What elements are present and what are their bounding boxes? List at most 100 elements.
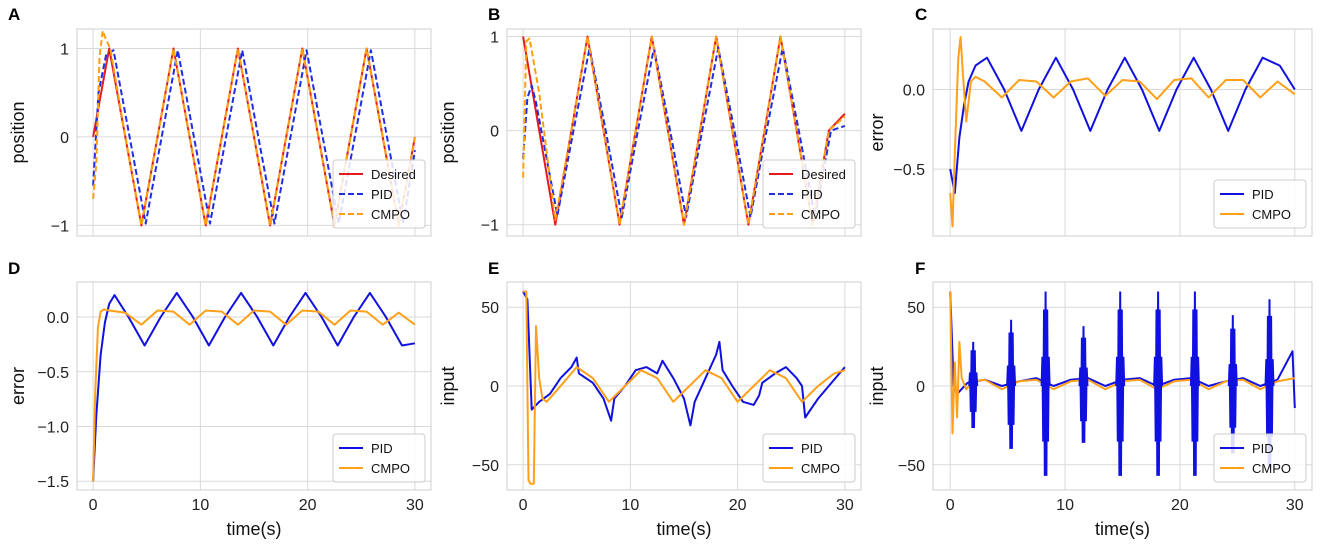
legend-frame <box>1213 433 1307 483</box>
legend-label: CMPO <box>371 207 410 222</box>
series-pid-line <box>522 46 846 219</box>
pid-burst <box>1227 315 1238 454</box>
panel-d: −1.5 −1.0 −0.5 0.0 0 10 20 30 error time(s) D PID CM… <box>8 259 432 539</box>
x-tick-label: 0 <box>89 497 98 514</box>
y-tick-label: −1 <box>481 218 499 235</box>
legend-label: PID <box>1252 441 1274 456</box>
plot-area <box>522 290 846 485</box>
pid-burst <box>1153 291 1164 476</box>
legend-label: CMPO <box>801 461 840 476</box>
pid-burst <box>968 341 979 429</box>
panel-letter: C <box>915 5 927 24</box>
y-tick-label: 1 <box>60 41 69 58</box>
y-tick-label: −50 <box>472 458 499 475</box>
series-pid-line <box>949 56 1296 194</box>
plot-area <box>92 29 416 227</box>
legend: Desired PID CMPO <box>332 159 426 229</box>
y-tick-label: −0.5 <box>37 365 69 382</box>
pid-burst <box>1189 291 1200 476</box>
legend-frame <box>332 159 426 229</box>
panel-letter: F <box>915 259 925 278</box>
x-axis-label: time(s) <box>227 519 282 539</box>
y-axis-label: input <box>438 366 458 405</box>
x-tick-label: 0 <box>946 497 955 514</box>
legend: PID CMPO <box>1213 433 1307 483</box>
panel-letter: E <box>488 259 499 278</box>
axes-frame <box>932 281 1313 491</box>
pid-burst <box>1078 326 1089 443</box>
x-tick-label: 20 <box>1171 497 1189 514</box>
y-tick-label: 50 <box>481 300 499 317</box>
y-tick-label: 0 <box>916 379 925 396</box>
axes-frame <box>932 28 1313 237</box>
legend: PID CMPO <box>762 433 856 483</box>
panel-c: −0.5 0.0 error C PID CMPO <box>867 5 1313 237</box>
series-cmpo-line <box>523 290 846 485</box>
x-tick-label: 30 <box>836 497 854 514</box>
series-cmpo-line <box>949 291 1295 435</box>
y-tick-label: −0.5 <box>893 162 925 179</box>
y-tick-label: 0.0 <box>903 83 925 100</box>
y-axis-label: position <box>8 101 28 163</box>
panel-f: −50 0 50 0 10 20 30 input time(s) F PID CMPO <box>867 259 1313 539</box>
y-tick-label: −50 <box>898 458 925 475</box>
x-tick-label: 30 <box>406 497 424 514</box>
x-tick-label: 20 <box>299 497 317 514</box>
x-tick-label: 10 <box>191 497 209 514</box>
plot-area <box>949 291 1296 476</box>
x-axis-label: time(s) <box>1095 519 1150 539</box>
y-tick-label: 0.0 <box>47 310 69 327</box>
series-pid-line <box>92 291 416 482</box>
legend-label: PID <box>801 441 823 456</box>
y-axis-label: error <box>867 113 887 151</box>
axes-frame <box>506 281 862 491</box>
y-tick-label: 0 <box>60 130 69 147</box>
x-axis-label: time(s) <box>657 519 712 539</box>
legend-label: Desired <box>371 167 416 182</box>
legend: PID CMPO <box>1213 179 1307 229</box>
panel-letter: A <box>8 5 20 24</box>
legend-frame <box>762 433 856 483</box>
series-cmpo-line <box>949 36 1296 228</box>
legend-label: PID <box>371 187 393 202</box>
legend-frame <box>332 433 426 483</box>
plot-area <box>522 35 846 226</box>
y-axis-label: position <box>438 101 458 163</box>
series-pid-line <box>92 49 416 225</box>
y-tick-label: 0 <box>490 379 499 396</box>
panel-a: −1 0 1 position A Desired PID CMPO <box>8 5 432 237</box>
plot-area <box>92 291 416 482</box>
legend-label: PID <box>1252 187 1274 202</box>
y-tick-label: −1.5 <box>37 474 69 491</box>
legend-label: Desired <box>801 167 846 182</box>
panel-letter: B <box>488 5 500 24</box>
legend-label: CMPO <box>801 207 840 222</box>
legend: PID CMPO <box>332 433 426 483</box>
axes-frame <box>506 28 862 237</box>
x-tick-label: 10 <box>621 497 639 514</box>
x-tick-label: 20 <box>729 497 747 514</box>
pid-burst <box>1115 291 1126 476</box>
axes-frame <box>76 28 432 237</box>
y-axis-label: error <box>8 367 28 405</box>
plot-area <box>949 36 1296 228</box>
x-tick-label: 30 <box>1286 497 1304 514</box>
pid-burst <box>1264 299 1275 469</box>
y-tick-label: 1 <box>490 30 499 47</box>
series-pid-line <box>522 291 846 427</box>
y-axis-label: input <box>867 366 887 405</box>
legend-label: CMPO <box>371 461 410 476</box>
panel-e: −50 0 50 0 10 20 30 input time(s) E PID CMPO <box>438 259 862 539</box>
legend: Desired PID CMPO <box>762 159 856 229</box>
legend-frame <box>762 159 856 229</box>
panel-b: −1 0 1 position B Desired PID CMPO <box>438 5 862 237</box>
y-tick-label: 50 <box>907 300 925 317</box>
legend-label: CMPO <box>1252 461 1291 476</box>
pid-burst <box>1040 291 1051 476</box>
x-tick-label: 10 <box>1056 497 1074 514</box>
y-tick-label: 0 <box>490 124 499 141</box>
pid-burst <box>1006 319 1017 449</box>
panel-letter: D <box>8 259 20 278</box>
legend-label: CMPO <box>1252 207 1291 222</box>
